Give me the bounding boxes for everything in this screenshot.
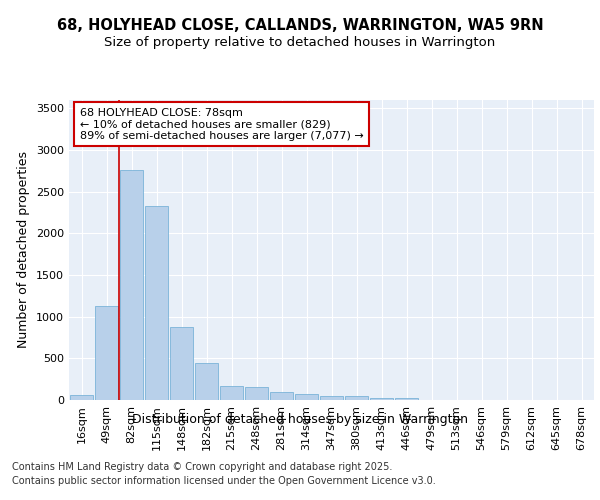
Bar <box>194 364 218 400</box>
Bar <box>395 398 418 400</box>
Bar <box>170 326 193 400</box>
Bar <box>95 306 118 400</box>
Text: 68, HOLYHEAD CLOSE, CALLANDS, WARRINGTON, WA5 9RN: 68, HOLYHEAD CLOSE, CALLANDS, WARRINGTON… <box>56 18 544 32</box>
Bar <box>245 386 268 400</box>
Text: Size of property relative to detached houses in Warrington: Size of property relative to detached ho… <box>104 36 496 49</box>
Bar <box>269 392 293 400</box>
Bar <box>145 206 169 400</box>
Text: 68 HOLYHEAD CLOSE: 78sqm
← 10% of detached houses are smaller (829)
89% of semi-: 68 HOLYHEAD CLOSE: 78sqm ← 10% of detach… <box>79 108 363 140</box>
Text: Distribution of detached houses by size in Warrington: Distribution of detached houses by size … <box>132 412 468 426</box>
Bar <box>370 398 394 400</box>
Bar <box>70 396 94 400</box>
Text: Contains HM Land Registry data © Crown copyright and database right 2025.: Contains HM Land Registry data © Crown c… <box>12 462 392 472</box>
Bar <box>320 396 343 400</box>
Y-axis label: Number of detached properties: Number of detached properties <box>17 152 31 348</box>
Bar <box>220 386 244 400</box>
Bar <box>119 170 143 400</box>
Bar <box>344 396 368 400</box>
Bar <box>295 394 319 400</box>
Text: Contains public sector information licensed under the Open Government Licence v3: Contains public sector information licen… <box>12 476 436 486</box>
